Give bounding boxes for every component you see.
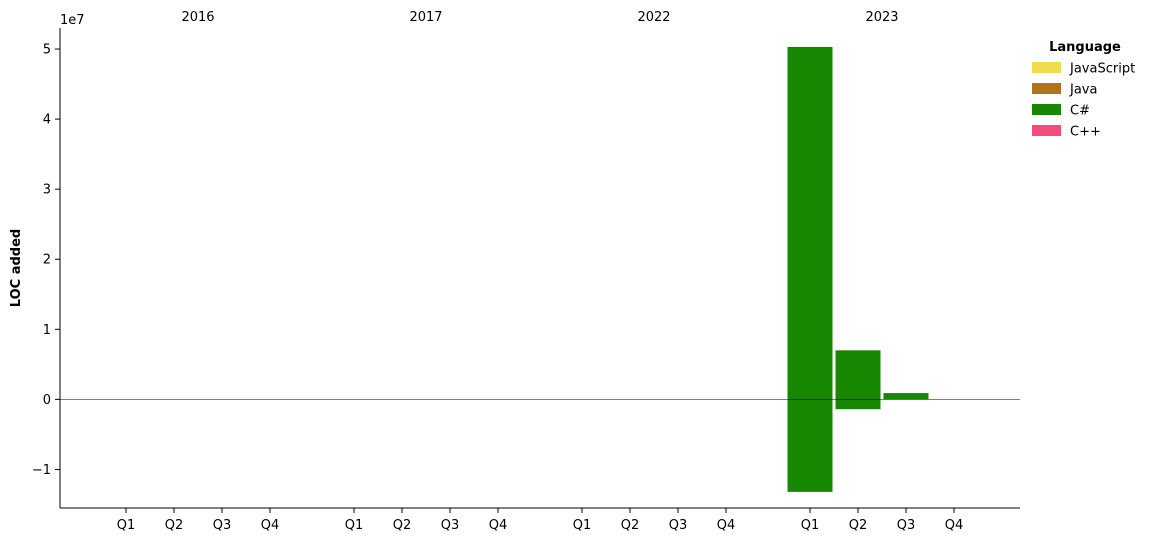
x-tick-label-quarter: Q1 bbox=[801, 518, 820, 533]
y-axis-label: LOC added bbox=[9, 229, 24, 307]
legend-swatch bbox=[1032, 104, 1061, 115]
y-tick-label: −1 bbox=[32, 463, 51, 478]
legend-label: C++ bbox=[1070, 125, 1101, 140]
x-tick-label-quarter: Q1 bbox=[345, 518, 364, 533]
legend-swatch bbox=[1032, 125, 1061, 136]
x-year-label: 2017 bbox=[409, 10, 442, 25]
legend-swatch bbox=[1032, 62, 1061, 73]
x-tick-label-quarter: Q2 bbox=[393, 518, 412, 533]
bar-2023-Q1-added bbox=[787, 46, 833, 400]
y-tick-label: 2 bbox=[43, 253, 51, 268]
legend-label: C# bbox=[1070, 104, 1090, 119]
x-tick-label-quarter: Q1 bbox=[117, 518, 136, 533]
legend-label: JavaScript bbox=[1069, 62, 1135, 77]
y-tick-label: 0 bbox=[43, 393, 51, 408]
y-tick-label: 3 bbox=[43, 183, 51, 198]
x-tick-label-quarter: Q2 bbox=[621, 518, 640, 533]
x-tick-label-quarter: Q4 bbox=[717, 518, 736, 533]
x-tick-label-quarter: Q3 bbox=[897, 518, 916, 533]
ticks-layer: −1 0 1 2 3 4 5 Q1 Q2 Q3 Q4 2016 Q1 Q2 Q3 Q4 2017 Q1 Q2 Q3 Q4… bbox=[32, 10, 963, 533]
y-offset-label: 1e7 bbox=[60, 13, 85, 28]
bars-layer bbox=[787, 46, 929, 492]
x-year-label: 2022 bbox=[637, 10, 670, 25]
x-tick-label-quarter: Q3 bbox=[213, 518, 232, 533]
legend-label: Java bbox=[1069, 83, 1097, 98]
bar-2023-Q2-removed bbox=[835, 399, 881, 410]
x-tick-label-quarter: Q3 bbox=[669, 518, 688, 533]
x-tick-label-quarter: Q2 bbox=[165, 518, 184, 533]
x-year-label: 2023 bbox=[865, 10, 898, 25]
legend-swatch bbox=[1032, 83, 1061, 94]
x-tick-label-quarter: Q4 bbox=[945, 518, 964, 533]
x-tick-label-quarter: Q4 bbox=[261, 518, 280, 533]
x-tick-label-quarter: Q3 bbox=[441, 518, 460, 533]
axes-layer bbox=[59, 28, 1020, 509]
y-tick-label: 1 bbox=[43, 323, 51, 338]
y-tick-label: 5 bbox=[43, 43, 51, 58]
x-year-label: 2016 bbox=[181, 10, 214, 25]
x-tick-label-quarter: Q4 bbox=[489, 518, 508, 533]
bar-2023-Q1-removed bbox=[787, 399, 833, 492]
legend-title: Language bbox=[1049, 40, 1121, 55]
bar-2023-Q3-added bbox=[883, 393, 929, 400]
x-tick-label-quarter: Q1 bbox=[573, 518, 592, 533]
bar-2023-Q2-added bbox=[835, 350, 881, 400]
y-tick-label: 4 bbox=[43, 113, 51, 128]
x-tick-label-quarter: Q2 bbox=[849, 518, 868, 533]
legend: Language JavaScript Java C# C++ bbox=[1032, 40, 1135, 140]
